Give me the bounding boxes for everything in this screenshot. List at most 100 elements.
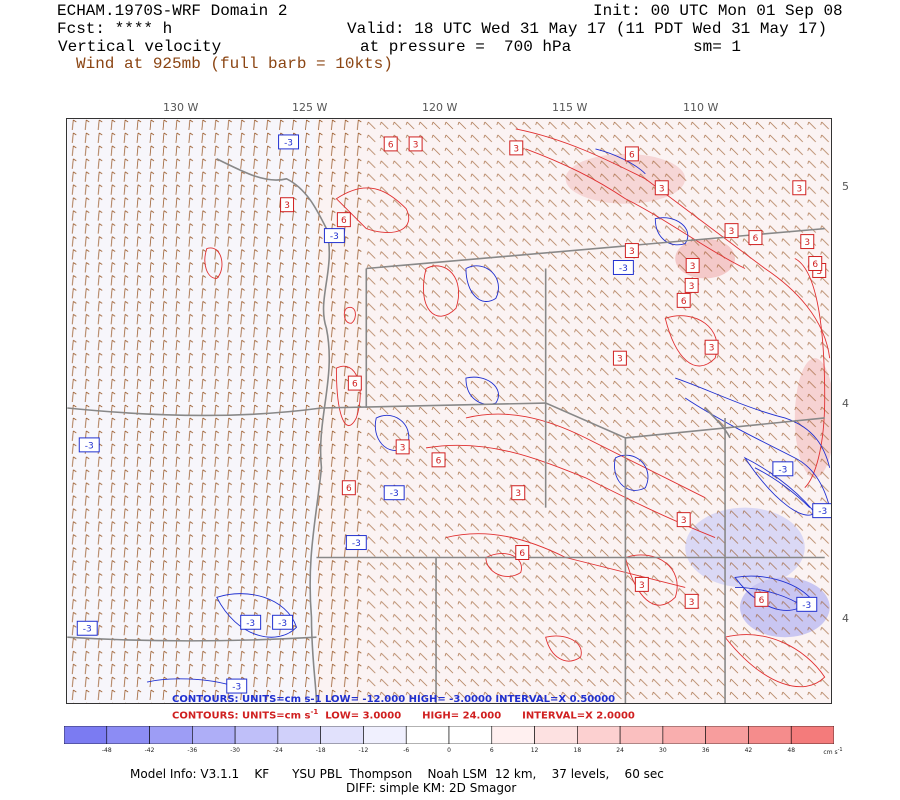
colorbar-swatch	[106, 726, 150, 744]
init-time: Init: 00 UTC Mon 01 Sep 08	[593, 2, 843, 20]
lat-label-c: 4	[842, 612, 849, 625]
colorbar-units-text: cm s	[823, 749, 838, 756]
contour-label-negative: -3	[812, 503, 831, 519]
contour-label-negative: -3	[612, 260, 634, 275]
svg-text:3: 3	[689, 598, 695, 608]
contour-label-negative: -3	[226, 678, 248, 694]
svg-text:3: 3	[816, 267, 822, 277]
contour-label-negative: -3	[272, 614, 294, 630]
lon-label-120: 120 W	[422, 101, 458, 114]
svg-text:3: 3	[413, 140, 419, 150]
colorbar-swatch	[320, 726, 364, 744]
contour-label-negative: -3	[278, 134, 300, 150]
colorbar-tick-label: -24	[272, 747, 283, 754]
contour-label-positive: 3	[634, 576, 649, 592]
contour-label-positive: 3	[624, 243, 639, 259]
colorbar-tick-label: 6	[489, 747, 494, 754]
wind-legend: Wind at 925mb (full barb = 10kts)	[76, 55, 393, 73]
colorbar-swatch	[662, 726, 706, 744]
colorbar-swatch	[790, 726, 834, 744]
colorbar-swatch	[705, 726, 749, 744]
model-info: Model Info: V3.1.1 KF YSU PBL Thompson N…	[130, 767, 664, 781]
forecast-hour: Fcst: **** h	[57, 20, 173, 38]
colorbar-swatch	[534, 726, 578, 744]
svg-text:3: 3	[515, 489, 521, 499]
colorbar-tick-label: -48	[101, 747, 112, 754]
svg-text:3: 3	[804, 238, 810, 248]
valid-time: Valid: 18 UTC Wed 31 May 17 (11 PDT Wed …	[347, 20, 828, 38]
svg-text:3: 3	[639, 581, 645, 591]
colorbar-units-exp: -1	[837, 747, 843, 753]
svg-text:3: 3	[629, 247, 635, 257]
colorbar	[64, 726, 834, 744]
svg-text:-3: -3	[83, 625, 92, 635]
colorbar-swatch	[748, 726, 792, 744]
colorbar-swatch	[277, 726, 321, 744]
lon-label-125: 125 W	[292, 101, 328, 114]
contour-label-positive: 3	[280, 197, 295, 213]
colorbar-tick-label: -18	[315, 747, 326, 754]
colorbar-tick-label: -36	[187, 747, 198, 754]
contour-label-positive: 3	[800, 234, 815, 250]
svg-text:3: 3	[709, 344, 715, 354]
svg-text:-3: -3	[330, 232, 339, 242]
contour-low: LOW= 3.0000	[325, 710, 402, 722]
lat-label-a: 5	[842, 180, 849, 193]
colorbar-swatch	[491, 726, 535, 744]
colorbar-swatch	[149, 726, 193, 744]
svg-text:3: 3	[284, 201, 290, 211]
field-name: Vertical velocity	[58, 38, 222, 56]
contour-label-positive: 3	[509, 140, 524, 156]
contour-label-positive: 3	[511, 485, 526, 501]
contour-label-positive: 6	[341, 480, 356, 496]
contour-label-positive: 3	[684, 277, 699, 293]
colorbar-swatch	[448, 726, 493, 744]
contour-label-positive: 6	[808, 256, 823, 271]
svg-text:-3: -3	[778, 465, 787, 475]
contour-label-positive: 6	[754, 591, 769, 607]
lon-label-130: 130 W	[163, 101, 199, 114]
svg-text:-3: -3	[818, 507, 827, 517]
colorbar-tick-label: 24	[616, 747, 624, 754]
colorbar-swatch	[619, 726, 664, 744]
svg-text:6: 6	[629, 150, 635, 160]
svg-text:-3: -3	[232, 683, 241, 693]
colorbar-tick-label: 30	[659, 747, 667, 754]
contour-label-negative: -3	[772, 461, 794, 477]
colorbar-units: cm s-1	[823, 747, 842, 756]
contour-label-negative: -3	[240, 614, 262, 630]
svg-text:-3: -3	[802, 601, 811, 611]
svg-text:3: 3	[690, 262, 696, 272]
colorbar-tick-label: 0	[447, 747, 451, 754]
svg-text:-3: -3	[619, 264, 628, 274]
svg-text:6: 6	[681, 297, 687, 307]
contour-label-negative: -3	[323, 228, 345, 244]
colorbar-tick-label: 36	[701, 747, 710, 754]
colorbar-tick-label: -6	[403, 747, 410, 754]
colorbar-tick-label: -30	[230, 747, 241, 754]
svg-text:6: 6	[346, 484, 352, 494]
contour-label-negative: -3	[383, 485, 405, 501]
model-title: ECHAM.1970S-WRF Domain 2	[57, 2, 288, 20]
contour-label-positive: 3	[704, 339, 719, 355]
svg-text:3: 3	[659, 184, 665, 194]
svg-text:3: 3	[796, 184, 802, 194]
pressure-level: at pressure = 700 hPa	[360, 38, 572, 56]
contour-label-negative: -3	[78, 437, 100, 453]
colorbar-swatch	[405, 726, 450, 744]
colorbar-tick-label: 18	[573, 747, 582, 754]
svg-text:-3: -3	[278, 619, 287, 629]
contour-label-positive: 3	[684, 593, 699, 609]
contour-label-negative: -3	[796, 596, 818, 612]
svg-text:-3: -3	[352, 539, 361, 549]
contour-label-positive: 6	[624, 146, 639, 162]
contour-info-negative: CONTOURS: UNITS=cm s-1 LOW= -12.000 HIGH…	[172, 694, 616, 705]
boundaries	[67, 158, 825, 703]
contour-label-positive: 6	[383, 136, 398, 152]
svg-text:3: 3	[729, 227, 735, 237]
contour-info-positive: CONTOURS: UNITS=cm s-1 LOW= 3.0000 HIGH=…	[172, 708, 635, 721]
svg-text:3: 3	[400, 443, 406, 453]
contour-label-positive: 6	[515, 545, 530, 560]
